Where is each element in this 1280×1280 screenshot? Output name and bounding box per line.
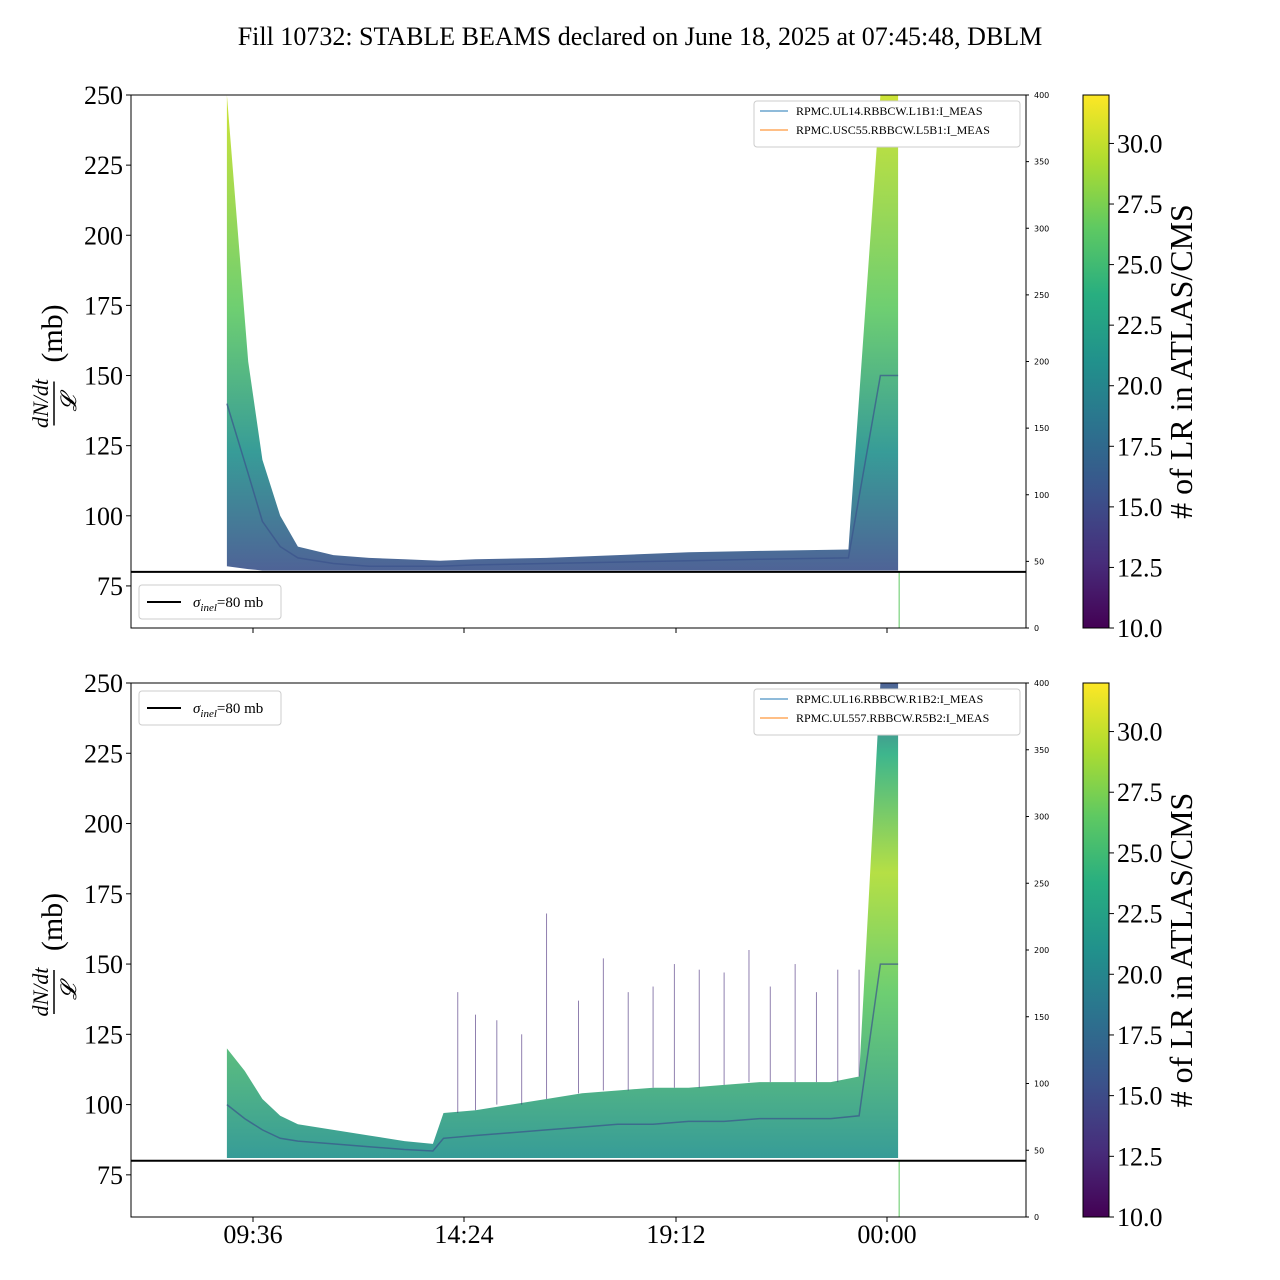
legend-entry: RPMC.UL16.RBBCW.R1B2:I_MEAS bbox=[796, 692, 983, 706]
colorbar-tick-label: 20.0 bbox=[1117, 372, 1163, 401]
colorbar-tick-label: 15.0 bbox=[1117, 493, 1163, 522]
x-tick-label: 14:24 bbox=[434, 1220, 493, 1249]
y-tick-label: 150 bbox=[84, 362, 123, 391]
y-axis-label: dN/dt 𝓛 (mb) bbox=[28, 304, 81, 428]
right-y-tick-label: 300 bbox=[1034, 813, 1049, 822]
right-y-tick-label: 400 bbox=[1034, 91, 1049, 100]
right-y-tick-label: 0 bbox=[1034, 624, 1039, 633]
colorbar-label: # of LR in ATLAS/CMS bbox=[1163, 204, 1199, 519]
y-tick-label: 200 bbox=[84, 221, 123, 250]
sigma-legend: σinel=80 mb bbox=[138, 690, 282, 726]
plot-area bbox=[226, 95, 900, 628]
y-tick-label: 125 bbox=[84, 432, 123, 461]
colorbar-tick-label: 17.5 bbox=[1117, 1021, 1163, 1050]
y-label-numerator: dN/dt bbox=[28, 967, 53, 1017]
colorbar-tick-label: 25.0 bbox=[1117, 839, 1163, 868]
right-y-tick-label: 300 bbox=[1034, 224, 1049, 233]
y-tick-label: 225 bbox=[84, 739, 123, 768]
y-label-denominator: 𝓛 bbox=[56, 390, 81, 412]
y-tick-label: 75 bbox=[97, 1161, 123, 1190]
series-legend: RPMC.UL14.RBBCW.L1B1:I_MEAS RPMC.USC55.RB… bbox=[753, 100, 1021, 148]
legend-entry: RPMC.UL557.RBBCW.R5B2:I_MEAS bbox=[796, 711, 989, 725]
colorbar-tick-label: 12.5 bbox=[1117, 553, 1163, 582]
y-axis-label: dN/dt 𝓛 (mb) bbox=[28, 893, 81, 1017]
y-tick-label: 75 bbox=[97, 572, 123, 601]
top-panel: 75 100 125 150 175 200 225 250 0 50 100 150 200 250 30… bbox=[28, 81, 1199, 643]
sigma-legend: σinel=80 mb bbox=[138, 584, 282, 620]
colorbar: 10.0 12.5 15.0 17.5 20.0 22.5 25.0 27.5 30.0 # of… bbox=[1082, 682, 1199, 1232]
legend-box bbox=[753, 688, 1021, 736]
colorbar-gradient bbox=[1082, 94, 1110, 629]
data-envelope bbox=[226, 95, 899, 571]
y-tick-label: 200 bbox=[84, 810, 123, 839]
colorbar-tick-label: 10.0 bbox=[1117, 614, 1163, 643]
right-y-tick-label: 100 bbox=[1034, 1080, 1049, 1089]
y-tick-label: 250 bbox=[84, 81, 123, 110]
right-y-tick-label: 50 bbox=[1034, 557, 1044, 566]
legend-entry: RPMC.UL14.RBBCW.L1B1:I_MEAS bbox=[796, 104, 983, 118]
y-tick-label: 100 bbox=[84, 502, 123, 531]
colorbar-tick-label: 20.0 bbox=[1117, 960, 1163, 989]
y-tick-label: 150 bbox=[84, 950, 123, 979]
x-tick-label: 09:36 bbox=[223, 1220, 282, 1249]
data-median-line bbox=[226, 374, 899, 568]
sigma-legend-label: σinel=80 mb bbox=[193, 701, 263, 720]
sigma-legend-box bbox=[138, 690, 282, 726]
right-y-tick-label: 400 bbox=[1034, 679, 1049, 688]
colorbar-tick-label: 30.0 bbox=[1117, 718, 1163, 747]
y-tick-label: 175 bbox=[84, 291, 123, 320]
right-y-tick-label: 200 bbox=[1034, 358, 1049, 367]
y-label-unit: (mb) bbox=[36, 304, 69, 362]
colorbar-label: # of LR in ATLAS/CMS bbox=[1163, 793, 1199, 1108]
y-label-numerator: dN/dt bbox=[28, 378, 53, 428]
colorbar-tick-label: 10.0 bbox=[1117, 1203, 1163, 1232]
colorbar-tick-label: 15.0 bbox=[1117, 1082, 1163, 1111]
y-tick-label: 250 bbox=[84, 669, 123, 698]
figure-title: Fill 10732: STABLE BEAMS declared on Jun… bbox=[238, 22, 1043, 51]
y-tick-label: 175 bbox=[84, 880, 123, 909]
colorbar-tick-label: 25.0 bbox=[1117, 251, 1163, 280]
y-tick-label: 100 bbox=[84, 1091, 123, 1120]
data-envelope bbox=[226, 683, 899, 1158]
right-y-tick-label: 250 bbox=[1034, 291, 1049, 300]
right-y-tick-label: 100 bbox=[1034, 491, 1049, 500]
colorbar-gradient bbox=[1082, 682, 1110, 1218]
colorbar-tick-label: 17.5 bbox=[1117, 432, 1163, 461]
series-legend: RPMC.UL16.RBBCW.R1B2:I_MEAS RPMC.UL557.RB… bbox=[753, 688, 1021, 736]
right-y-tick-label: 200 bbox=[1034, 946, 1049, 955]
right-y-tick-label: 250 bbox=[1034, 879, 1049, 888]
colorbar-tick-label: 27.5 bbox=[1117, 190, 1163, 219]
colorbar-tick-label: 27.5 bbox=[1117, 778, 1163, 807]
colorbar-tick-label: 30.0 bbox=[1117, 129, 1163, 158]
colorbar-tick-label: 22.5 bbox=[1117, 900, 1163, 929]
y-tick-label: 225 bbox=[84, 151, 123, 180]
right-y-tick-label: 350 bbox=[1034, 158, 1049, 167]
x-tick-label: 19:12 bbox=[646, 1220, 705, 1249]
colorbar-tick-label: 22.5 bbox=[1117, 311, 1163, 340]
sigma-legend-label: σinel=80 mb bbox=[193, 595, 263, 614]
legend-entry: RPMC.USC55.RBBCW.L5B1:I_MEAS bbox=[796, 123, 990, 137]
colorbar: 10.0 12.5 15.0 17.5 20.0 22.5 25.0 27.5 30.0 # of… bbox=[1082, 94, 1199, 643]
sigma-legend-box bbox=[138, 584, 282, 620]
right-y-tick-label: 50 bbox=[1034, 1146, 1044, 1155]
y-label-denominator: 𝓛 bbox=[56, 978, 81, 1000]
right-y-tick-label: 350 bbox=[1034, 746, 1049, 755]
data-median-line bbox=[226, 963, 899, 1152]
legend-box bbox=[753, 100, 1021, 148]
plot-area bbox=[226, 683, 900, 1217]
right-y-tick-label: 0 bbox=[1034, 1213, 1039, 1222]
y-label-unit: (mb) bbox=[36, 893, 69, 951]
x-tick-label: 00:00 bbox=[857, 1220, 916, 1249]
colorbar-tick-label: 12.5 bbox=[1117, 1142, 1163, 1171]
y-tick-label: 125 bbox=[84, 1020, 123, 1049]
right-y-tick-label: 150 bbox=[1034, 1013, 1049, 1022]
bottom-panel: 75 100 125 150 175 200 225 250 0 50 100 150 200 250 30… bbox=[28, 669, 1199, 1249]
right-y-tick-label: 150 bbox=[1034, 424, 1049, 433]
